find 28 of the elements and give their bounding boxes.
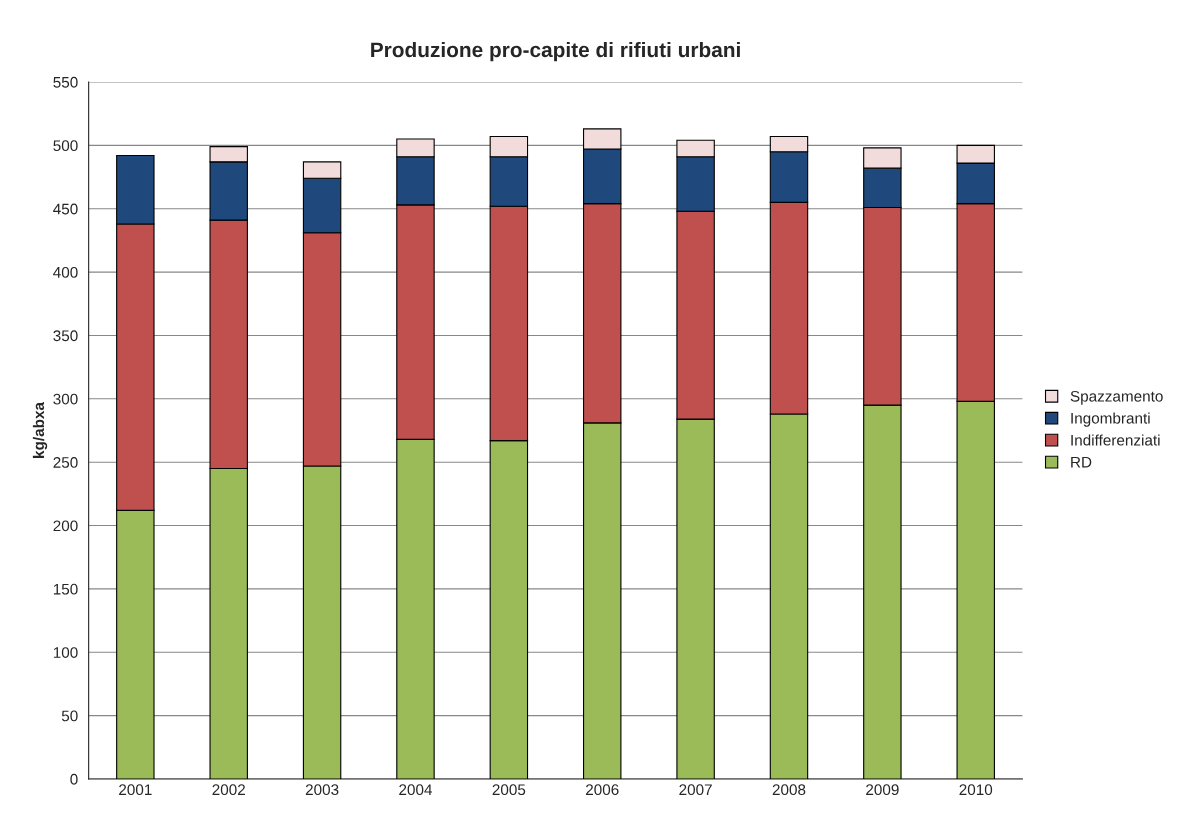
y-tick-label: 50: [61, 710, 78, 722]
chart-title: Produzione pro-capite di rifiuti urbani: [371, 41, 740, 62]
y-axis-title: kg/abxa: [32, 401, 48, 458]
x-tick-label: 2001: [119, 784, 152, 796]
y-tick-label: 150: [53, 583, 78, 595]
x-tick-label: 2007: [679, 784, 712, 796]
x-tick-label: 2002: [212, 784, 245, 796]
x-tick-label: 2005: [492, 784, 526, 796]
y-tick-label: 500: [53, 140, 78, 152]
y-tick-label: 250: [53, 457, 78, 468]
legend-label: Ingombranti: [1071, 412, 1150, 427]
x-tick-label: 2008: [772, 784, 806, 796]
y-tick-label: 0: [70, 773, 78, 785]
legend-label: RD: [1071, 456, 1092, 468]
x-tick-label: 2006: [586, 784, 619, 796]
y-tick-label: 550: [53, 76, 78, 88]
x-tick-label: 2009: [866, 784, 899, 796]
x-tick-label: 2003: [305, 784, 339, 796]
y-tick-label: 350: [53, 330, 78, 342]
y-tick-label: 400: [53, 266, 78, 278]
y-tick-label: 450: [53, 203, 78, 215]
legend-label: Spazzamento: [1070, 390, 1163, 405]
y-tick-label: 200: [53, 520, 78, 532]
x-tick-label: 2010: [959, 784, 993, 796]
legend-label: Indifferenziati: [1071, 434, 1160, 446]
x-tick-label: 2004: [399, 784, 433, 796]
y-tick-label: 300: [53, 393, 78, 405]
y-tick-label: 100: [53, 647, 78, 658]
